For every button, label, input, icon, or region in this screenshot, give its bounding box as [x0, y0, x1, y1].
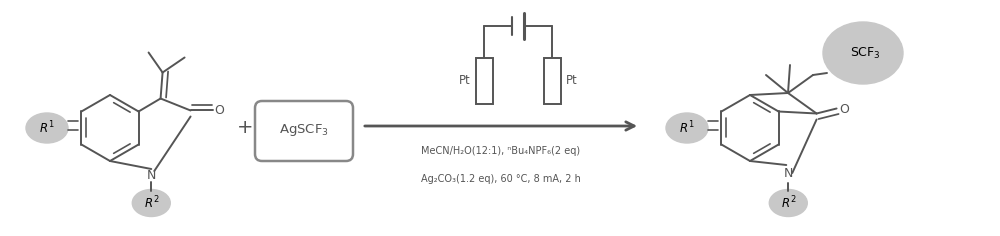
- Text: $R^2$: $R^2$: [144, 195, 159, 211]
- Bar: [544, 58, 560, 104]
- Text: SCF$_3$: SCF$_3$: [850, 46, 880, 61]
- Text: MeCN/H₂O(12:1), ⁿBu₄NPF₆(2 eq): MeCN/H₂O(12:1), ⁿBu₄NPF₆(2 eq): [421, 146, 581, 156]
- Text: +: +: [237, 118, 253, 138]
- Text: AgSCF$_3$: AgSCF$_3$: [279, 122, 329, 139]
- Ellipse shape: [132, 190, 170, 216]
- Text: Pt: Pt: [565, 75, 577, 88]
- Text: O: O: [215, 104, 224, 117]
- FancyBboxPatch shape: [255, 101, 353, 161]
- Text: O: O: [840, 103, 849, 116]
- Ellipse shape: [666, 113, 708, 143]
- Text: $R^1$: $R^1$: [39, 120, 55, 136]
- Text: N: N: [147, 169, 156, 182]
- Ellipse shape: [769, 190, 807, 216]
- Text: $R^1$: $R^1$: [679, 120, 695, 136]
- Ellipse shape: [823, 22, 903, 84]
- Text: $R^2$: $R^2$: [781, 195, 796, 211]
- Text: Ag₂CO₃(1.2 eq), 60 °C, 8 mA, 2 h: Ag₂CO₃(1.2 eq), 60 °C, 8 mA, 2 h: [421, 174, 581, 184]
- Text: N: N: [784, 167, 793, 180]
- Bar: [476, 58, 492, 104]
- Ellipse shape: [26, 113, 68, 143]
- Text: Pt: Pt: [459, 75, 471, 88]
